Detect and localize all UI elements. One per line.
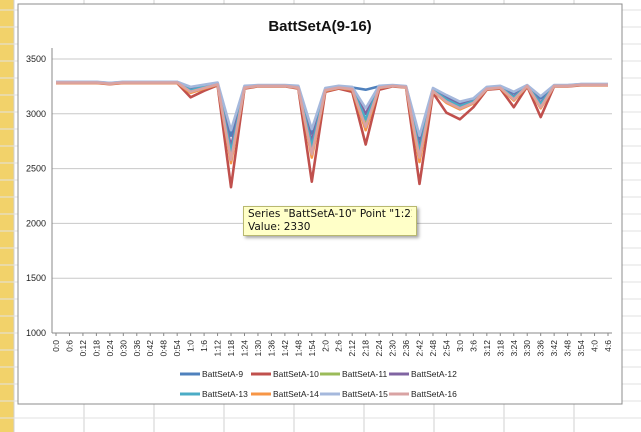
x-tick-label: 2:30	[388, 340, 398, 357]
x-tick-label: 2:48	[428, 340, 438, 357]
x-tick-label: 3:42	[549, 340, 559, 357]
x-tick-label: 0:30	[118, 340, 128, 357]
series-line-battseta-16[interactable]	[56, 81, 608, 162]
y-tick-label: 2500	[26, 164, 46, 174]
x-tick-label: 0:18	[91, 340, 101, 357]
legend-label: BattSetA-14	[273, 389, 319, 399]
legend-label: BattSetA-13	[202, 389, 248, 399]
x-tick-label: 2:12	[347, 340, 357, 357]
x-tick-label: 1:12	[213, 340, 223, 357]
legend-label: BattSetA-9	[202, 369, 243, 379]
x-tick-label: 1:54	[307, 340, 317, 357]
legend-label: BattSetA-15	[342, 389, 388, 399]
x-tick-label: 2:54	[441, 340, 451, 357]
x-tick-label: 2:18	[361, 340, 371, 357]
tooltip-series-point: Series "BattSetA-10" Point "1:22"	[248, 208, 412, 220]
x-tick-label: 4:6	[603, 340, 613, 352]
x-tick-label: 3:12	[482, 340, 492, 357]
x-tick-label: 0:36	[132, 340, 142, 357]
x-tick-label: 2:36	[401, 340, 411, 357]
x-tick-label: 3:36	[536, 340, 546, 357]
y-tick-label: 3500	[26, 54, 46, 64]
x-tick-label: 3:54	[576, 340, 586, 357]
x-tick-label: 0:24	[105, 340, 115, 357]
legend-label: BattSetA-11	[342, 369, 387, 379]
x-tick-label: 3:18	[495, 340, 505, 357]
x-tick-label: 1:24	[239, 340, 249, 357]
x-tick-label: 3:6	[468, 340, 478, 352]
x-tick-label: 0:12	[78, 340, 88, 357]
x-tick-label: 1:36	[266, 340, 276, 357]
x-tick-label: 1:42	[280, 340, 290, 357]
x-tick-label: 2:42	[415, 340, 425, 357]
x-tick-label: 3:24	[509, 340, 519, 357]
x-tick-label: 0:42	[145, 340, 155, 357]
x-tick-label: 1:18	[226, 340, 236, 357]
x-tick-label: 2:6	[334, 340, 344, 352]
chart-frame[interactable]	[17, 3, 623, 405]
x-tick-label: 0:0	[51, 340, 61, 352]
x-tick-label: 1:0	[186, 340, 196, 352]
tooltip-value: Value: 2330	[248, 221, 311, 233]
data-point-tooltip: Series "BattSetA-10" Point "1:22" Value:…	[243, 206, 417, 236]
y-tick-label: 1000	[26, 328, 46, 338]
y-tick-label: 3000	[26, 109, 46, 119]
x-tick-label: 1:6	[199, 340, 209, 352]
x-tick-label: 3:0	[455, 340, 465, 352]
x-tick-label: 1:48	[293, 340, 303, 357]
x-tick-label: 3:48	[563, 340, 573, 357]
x-tick-label: 2:0	[320, 340, 330, 352]
x-tick-label: 0:54	[172, 340, 182, 357]
chart-title: BattSetA(9-16)	[268, 18, 371, 35]
x-tick-label: 0:6	[64, 340, 74, 352]
x-tick-label: 1:30	[253, 340, 263, 357]
y-tick-label: 2000	[26, 218, 46, 228]
x-tick-label: 2:24	[374, 340, 384, 357]
x-tick-label: 3:30	[522, 340, 532, 357]
legend-label: BattSetA-16	[411, 389, 457, 399]
x-tick-label: 4:0	[590, 340, 600, 352]
y-tick-label: 1500	[26, 273, 46, 283]
x-tick-label: 0:48	[159, 340, 169, 357]
legend-label: BattSetA-12	[411, 369, 457, 379]
legend-label: BattSetA-10	[273, 369, 319, 379]
